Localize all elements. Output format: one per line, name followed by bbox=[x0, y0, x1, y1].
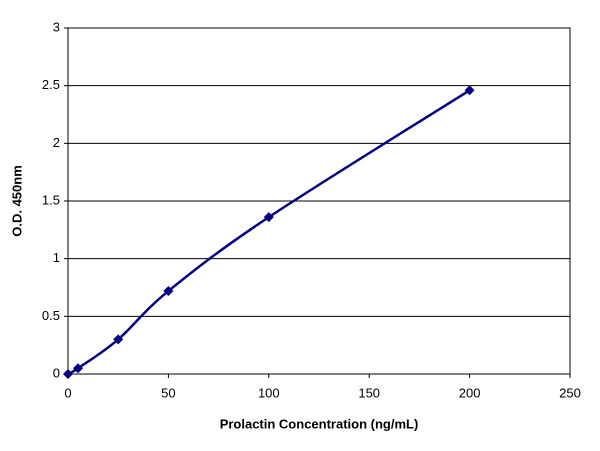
x-tick-label: 0 bbox=[64, 385, 71, 400]
y-tick-label: 1 bbox=[53, 250, 60, 265]
y-tick-label: 0 bbox=[53, 365, 60, 380]
x-tick-label: 200 bbox=[459, 385, 481, 400]
data-point bbox=[163, 285, 174, 296]
y-tick-label: 0.5 bbox=[42, 308, 60, 323]
x-tick-label: 100 bbox=[258, 385, 280, 400]
x-tick-label: 250 bbox=[559, 385, 581, 400]
plot-frame bbox=[67, 27, 571, 375]
data-point bbox=[464, 85, 475, 96]
y-axis-title: O.D. 450nm bbox=[9, 165, 24, 237]
y-tick-label: 1.5 bbox=[42, 192, 60, 207]
x-axis-title: Prolactin Concentration (ng/mL) bbox=[220, 416, 419, 431]
x-tick-label: 50 bbox=[161, 385, 175, 400]
data-point bbox=[263, 212, 274, 223]
y-tick-label: 2.5 bbox=[42, 77, 60, 92]
x-tick-label: 150 bbox=[358, 385, 380, 400]
data-point bbox=[63, 369, 73, 379]
data-point bbox=[73, 363, 84, 374]
series-line bbox=[67, 89, 471, 376]
y-tick-label: 2 bbox=[53, 135, 60, 150]
y-tick-label: 3 bbox=[53, 19, 60, 34]
data-point bbox=[113, 334, 124, 345]
